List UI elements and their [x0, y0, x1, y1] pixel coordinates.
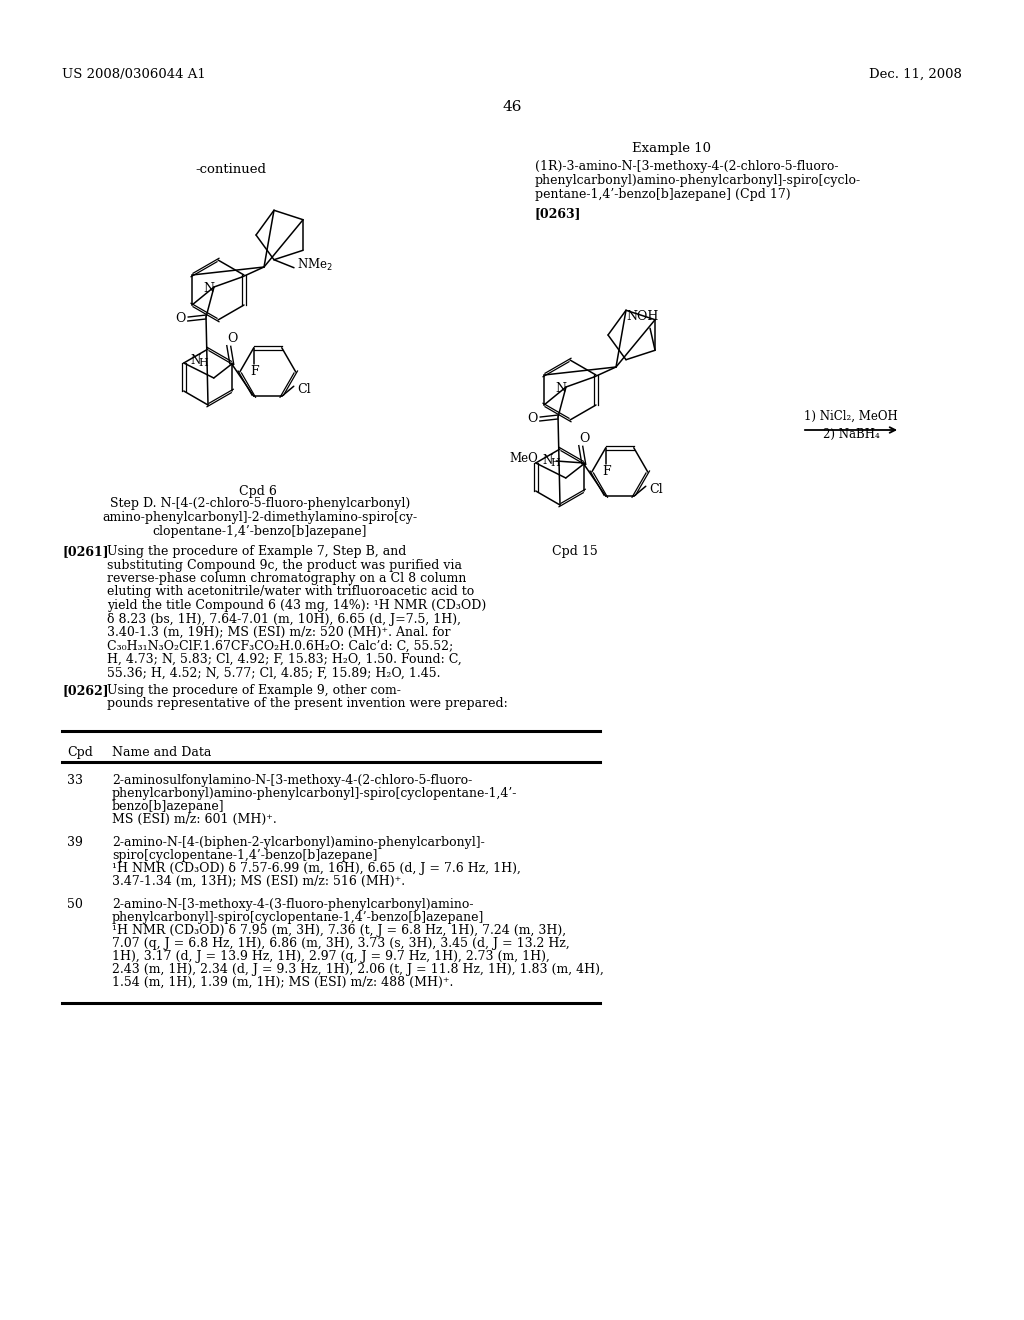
Text: spiro[cyclopentane-1,4’-benzo[b]azepane]: spiro[cyclopentane-1,4’-benzo[b]azepane] [112, 849, 378, 862]
Text: Step D. N-[4-(2-chloro-5-fluoro-phenylcarbonyl): Step D. N-[4-(2-chloro-5-fluoro-phenylca… [110, 498, 411, 510]
Text: Dec. 11, 2008: Dec. 11, 2008 [869, 69, 962, 81]
Text: Cl: Cl [297, 383, 310, 396]
Text: 46: 46 [502, 100, 522, 114]
Text: -continued: -continued [195, 162, 266, 176]
Text: 3.40-1.3 (m, 19H); MS (ESI) m/z: 520 (MH)⁺. Anal. for: 3.40-1.3 (m, 19H); MS (ESI) m/z: 520 (MH… [106, 626, 451, 639]
Text: Cl: Cl [649, 483, 663, 496]
Text: 2) NaBH₄: 2) NaBH₄ [822, 428, 880, 441]
Text: H, 4.73; N, 5.83; Cl, 4.92; F, 15.83; H₂O, 1.50. Found: C,: H, 4.73; N, 5.83; Cl, 4.92; F, 15.83; H₂… [106, 653, 462, 667]
Text: H: H [199, 358, 209, 367]
Text: 2-aminosulfonylamino-N-[3-methoxy-4-(2-chloro-5-fluoro-: 2-aminosulfonylamino-N-[3-methoxy-4-(2-c… [112, 774, 472, 787]
Text: O: O [175, 313, 185, 326]
Text: (1R)-3-amino-N-[3-methoxy-4-(2-chloro-5-fluoro-: (1R)-3-amino-N-[3-methoxy-4-(2-chloro-5-… [535, 160, 839, 173]
Text: N: N [543, 454, 553, 467]
Text: 2-amino-N-[4-(biphen-2-ylcarbonyl)amino-phenylcarbonyl]-: 2-amino-N-[4-(biphen-2-ylcarbonyl)amino-… [112, 836, 484, 849]
Text: clopentane-1,4’-benzo[b]azepane]: clopentane-1,4’-benzo[b]azepane] [153, 525, 368, 539]
Text: N: N [555, 383, 566, 396]
Text: 1.54 (m, 1H), 1.39 (m, 1H); MS (ESI) m/z: 488 (MH)⁺.: 1.54 (m, 1H), 1.39 (m, 1H); MS (ESI) m/z… [112, 975, 454, 989]
Text: Cpd: Cpd [67, 746, 93, 759]
Text: NOH: NOH [626, 310, 658, 323]
Text: Example 10: Example 10 [633, 143, 712, 154]
Text: NMe$_2$: NMe$_2$ [297, 256, 333, 273]
Text: ¹H NMR (CD₃OD) δ 7.95 (m, 3H), 7.36 (t, J = 6.8 Hz, 1H), 7.24 (m, 3H),: ¹H NMR (CD₃OD) δ 7.95 (m, 3H), 7.36 (t, … [112, 924, 566, 937]
Text: Cpd 15: Cpd 15 [552, 545, 598, 558]
Text: Name and Data: Name and Data [112, 746, 211, 759]
Text: 7.07 (q, J = 6.8 Hz, 1H), 6.86 (m, 3H), 3.73 (s, 3H), 3.45 (d, J = 13.2 Hz,: 7.07 (q, J = 6.8 Hz, 1H), 6.86 (m, 3H), … [112, 937, 569, 950]
Text: amino-phenylcarbonyl]-2-dimethylamino-spiro[cy-: amino-phenylcarbonyl]-2-dimethylamino-sp… [102, 511, 418, 524]
Text: O: O [526, 412, 538, 425]
Text: [0261]: [0261] [62, 545, 109, 558]
Text: N: N [190, 354, 201, 367]
Text: substituting Compound 9c, the product was purified via: substituting Compound 9c, the product wa… [106, 558, 462, 572]
Text: δ 8.23 (bs, 1H), 7.64-7.01 (m, 10H), 6.65 (d, J=7.5, 1H),: δ 8.23 (bs, 1H), 7.64-7.01 (m, 10H), 6.6… [106, 612, 461, 626]
Text: Cpd 6: Cpd 6 [239, 484, 276, 498]
Text: 1) NiCl₂, MeOH: 1) NiCl₂, MeOH [804, 409, 898, 422]
Text: MS (ESI) m/z: 601 (MH)⁺.: MS (ESI) m/z: 601 (MH)⁺. [112, 813, 276, 826]
Text: [0262]: [0262] [62, 684, 109, 697]
Text: Using the procedure of Example 7, Step B, and: Using the procedure of Example 7, Step B… [106, 545, 407, 558]
Text: 50: 50 [67, 898, 83, 911]
Text: benzo[b]azepane]: benzo[b]azepane] [112, 800, 224, 813]
Text: phenylcarbonyl)amino-phenylcarbonyl]-spiro[cyclopentane-1,4’-: phenylcarbonyl)amino-phenylcarbonyl]-spi… [112, 787, 517, 800]
Text: N: N [204, 282, 214, 296]
Text: ¹H NMR (CD₃OD) δ 7.57-6.99 (m, 16H), 6.65 (d, J = 7.6 Hz, 1H),: ¹H NMR (CD₃OD) δ 7.57-6.99 (m, 16H), 6.6… [112, 862, 521, 875]
Text: Using the procedure of Example 9, other com-: Using the procedure of Example 9, other … [106, 684, 400, 697]
Text: pentane-1,4’-benzo[b]azepane] (Cpd 17): pentane-1,4’-benzo[b]azepane] (Cpd 17) [535, 187, 791, 201]
Text: F: F [251, 366, 259, 379]
Text: 55.36; H, 4.52; N, 5.77; Cl, 4.85; F, 15.89; H₂O, 1.45.: 55.36; H, 4.52; N, 5.77; Cl, 4.85; F, 15… [106, 667, 440, 680]
Text: reverse-phase column chromatography on a Cl 8 column: reverse-phase column chromatography on a… [106, 572, 466, 585]
Text: phenylcarbonyl)amino-phenylcarbonyl]-spiro[cyclo-: phenylcarbonyl)amino-phenylcarbonyl]-spi… [535, 174, 861, 187]
Text: 2-amino-N-[3-methoxy-4-(3-fluoro-phenylcarbonyl)amino-: 2-amino-N-[3-methoxy-4-(3-fluoro-phenylc… [112, 898, 473, 911]
Text: MeO: MeO [510, 453, 539, 466]
Text: US 2008/0306044 A1: US 2008/0306044 A1 [62, 69, 206, 81]
Text: pounds representative of the present invention were prepared:: pounds representative of the present inv… [106, 697, 508, 710]
Text: [0263]: [0263] [535, 207, 582, 220]
Text: H: H [551, 458, 561, 467]
Text: F: F [602, 465, 611, 478]
Text: 2.43 (m, 1H), 2.34 (d, J = 9.3 Hz, 1H), 2.06 (t, J = 11.8 Hz, 1H), 1.83 (m, 4H),: 2.43 (m, 1H), 2.34 (d, J = 9.3 Hz, 1H), … [112, 964, 604, 975]
Text: 33: 33 [67, 774, 83, 787]
Text: 39: 39 [67, 836, 83, 849]
Text: 3.47-1.34 (m, 13H); MS (ESI) m/z: 516 (MH)⁺.: 3.47-1.34 (m, 13H); MS (ESI) m/z: 516 (M… [112, 875, 406, 888]
Text: C₃₀H₃₁N₃O₂ClF.1.67CF₃CO₂H.0.6H₂O: Calc’d: C, 55.52;: C₃₀H₃₁N₃O₂ClF.1.67CF₃CO₂H.0.6H₂O: Calc’d… [106, 639, 454, 652]
Text: eluting with acetonitrile/water with trifluoroacetic acid to: eluting with acetonitrile/water with tri… [106, 586, 474, 598]
Text: 1H), 3.17 (d, J = 13.9 Hz, 1H), 2.97 (q, J = 9.7 Hz, 1H), 2.73 (m, 1H),: 1H), 3.17 (d, J = 13.9 Hz, 1H), 2.97 (q,… [112, 950, 550, 964]
Text: yield the title Compound 6 (43 mg, 14%): ¹H NMR (CD₃OD): yield the title Compound 6 (43 mg, 14%):… [106, 599, 486, 612]
Text: phenylcarbonyl]-spiro[cyclopentane-1,4’-benzo[b]azepane]: phenylcarbonyl]-spiro[cyclopentane-1,4’-… [112, 911, 484, 924]
Text: O: O [227, 333, 238, 346]
Text: O: O [580, 433, 590, 446]
